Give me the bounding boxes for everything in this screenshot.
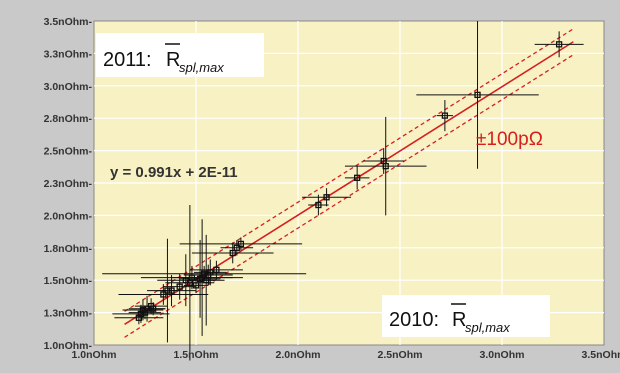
data-point-22 bbox=[191, 242, 274, 264]
annotation-2011-label: 2011: bbox=[103, 49, 152, 71]
x-tick-label: 3.0nOhm bbox=[480, 349, 525, 361]
annotation-2011-subscript: spl,max bbox=[179, 60, 224, 75]
y-tick-label: 1.8nOhm- bbox=[44, 243, 93, 255]
point-marker bbox=[323, 194, 330, 201]
y-tick-label: 1.3nOhm- bbox=[44, 308, 93, 320]
data-points bbox=[102, 21, 584, 361]
annotation-2011: 2011: R spl,max bbox=[96, 33, 264, 77]
annotation-2011-r: R bbox=[166, 49, 180, 71]
annotation-2010-subscript: spl,max bbox=[465, 320, 510, 335]
annotation-2010-box bbox=[382, 295, 550, 337]
data-point-27 bbox=[344, 166, 370, 190]
point-marker bbox=[150, 305, 157, 312]
data-point-24 bbox=[179, 237, 303, 251]
point-marker bbox=[176, 283, 183, 290]
annotation-2010-r: R bbox=[452, 309, 466, 331]
data-point-32 bbox=[534, 31, 584, 58]
band-lower-line bbox=[124, 54, 574, 338]
point-marker bbox=[233, 244, 240, 251]
data-point-31 bbox=[416, 21, 539, 169]
fit-equation: y = 0.991x + 2E-11 bbox=[110, 164, 238, 181]
x-tick-label: 3.5nOhm bbox=[582, 349, 620, 361]
y-tick-label: 1.0nOhm- bbox=[44, 340, 93, 352]
y-tick-label: 2.0nOhm- bbox=[44, 210, 93, 222]
y-tick-label: 2.5nOhm- bbox=[44, 146, 93, 158]
annotation-2010: 2010: R spl,max bbox=[382, 295, 550, 337]
point-marker bbox=[229, 249, 236, 257]
data-point-14 bbox=[183, 277, 209, 294]
y-tick-label: 3.3nOhm- bbox=[44, 48, 93, 60]
tick-labels: 1.0nOhm 1.5nOhm 2.0nOhm 2.5nOhm 3.0nOhm 3.5nO… bbox=[44, 16, 620, 361]
point-marker bbox=[382, 163, 389, 170]
point-marker bbox=[237, 240, 245, 248]
data-point-29 bbox=[344, 116, 427, 216]
point-marker bbox=[441, 112, 449, 119]
data-point-20 bbox=[193, 259, 227, 286]
point-marker bbox=[555, 41, 563, 48]
y-tick-label: 2.3nOhm- bbox=[44, 178, 93, 190]
point-marker bbox=[168, 287, 175, 294]
annotation-2011-box bbox=[96, 33, 264, 77]
data-point-21 bbox=[189, 260, 243, 279]
band-upper-line bbox=[124, 28, 574, 312]
y-tick-label: 3.0nOhm- bbox=[44, 81, 93, 93]
y-tick-label: 3.5nOhm- bbox=[44, 16, 93, 28]
band-label: ±100pΩ bbox=[476, 129, 543, 150]
data-point-6 bbox=[140, 302, 166, 316]
point-marker bbox=[192, 282, 200, 289]
point-marker bbox=[315, 201, 322, 209]
y-tick-label: 2.8nOhm- bbox=[44, 113, 93, 125]
data-point-7 bbox=[118, 284, 209, 305]
data-point-30 bbox=[436, 100, 454, 132]
data-point-25 bbox=[308, 194, 329, 216]
y-tick-label: 1.5nOhm- bbox=[44, 275, 93, 287]
x-tick-label: 1.0nOhm bbox=[72, 349, 117, 361]
x-tick-label: 2.5nOhm bbox=[378, 349, 423, 361]
annotation-2010-label: 2010: bbox=[389, 309, 439, 331]
point-marker bbox=[474, 91, 481, 99]
data-point-26 bbox=[302, 188, 352, 207]
x-tick-label: 2.0nOhm bbox=[276, 349, 321, 361]
point-marker bbox=[354, 174, 361, 181]
x-tick-label: 1.5nOhm bbox=[174, 349, 219, 361]
data-point-23 bbox=[220, 240, 254, 256]
point-marker bbox=[160, 291, 167, 298]
point-marker bbox=[213, 266, 220, 273]
